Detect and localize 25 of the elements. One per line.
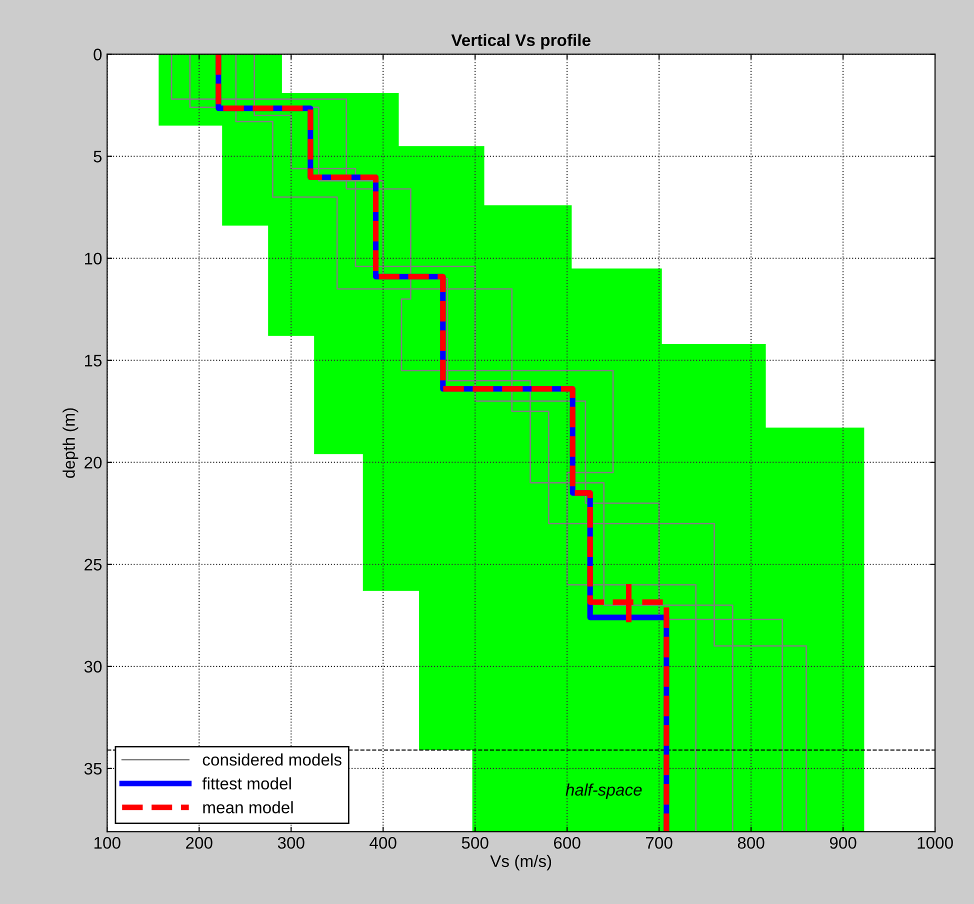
x-tick-label: 1000 — [918, 836, 953, 849]
x-tick-label: 500 — [462, 836, 488, 849]
y-tick-label: 15 — [85, 354, 102, 367]
y-tick-label: 30 — [84, 660, 102, 673]
x-tick-label: 200 — [186, 836, 212, 849]
x-axis-title: Vs (m/s) — [490, 854, 552, 870]
chart-title: Vertical Vs profile — [451, 34, 590, 50]
y-axis-title: depth (m) — [62, 408, 78, 478]
x-tick-label: 300 — [278, 836, 304, 849]
legend-label: mean model — [203, 801, 293, 814]
y-tick-label: 20 — [84, 456, 102, 469]
y-tick-label: 35 — [84, 762, 102, 775]
legend-label: fittest model — [202, 777, 291, 790]
x-tick-label: 900 — [830, 836, 856, 849]
y-tick-label: 25 — [84, 558, 102, 571]
annotation: half-space — [566, 783, 642, 800]
legend-label: considered models — [202, 753, 342, 766]
x-tick-label: 100 — [94, 836, 120, 849]
x-tick-label: 400 — [370, 836, 396, 849]
x-tick-label: 700 — [646, 836, 672, 849]
y-tick-label: 0 — [94, 48, 102, 60]
x-tick-label: 600 — [554, 836, 580, 849]
y-tick-label: 5 — [94, 150, 102, 162]
x-tick-label: 800 — [738, 836, 764, 849]
y-tick-label: 10 — [85, 252, 102, 264]
